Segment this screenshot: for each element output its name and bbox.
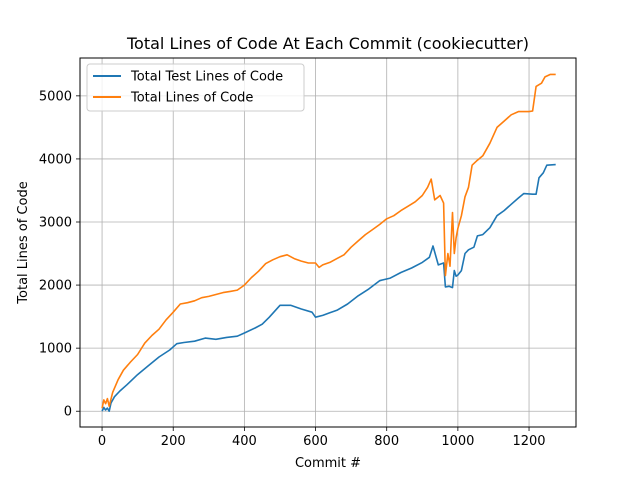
x-tick-label: 600 bbox=[303, 434, 328, 449]
y-tick-label: 3000 bbox=[39, 216, 72, 231]
x-tick-label: 0 bbox=[98, 434, 106, 449]
x-tick-label: 1000 bbox=[441, 434, 474, 449]
axis-ticks: 0 200 400 600 800 1000 1200 0 1000 2000 3000 4000 50… bbox=[39, 89, 546, 449]
x-tick-label: 1200 bbox=[512, 434, 545, 449]
x-tick-label: 400 bbox=[232, 434, 257, 449]
legend-label-test-lines: Total Test Lines of Code bbox=[130, 70, 283, 85]
legend-box bbox=[86, 63, 305, 112]
series-line-total-lines bbox=[101, 73, 556, 409]
y-tick-label: 0 bbox=[64, 405, 72, 420]
y-tick-label: 1000 bbox=[39, 342, 72, 357]
y-tick-label: 5000 bbox=[39, 89, 72, 104]
y-tick-label: 2000 bbox=[39, 279, 72, 294]
legend-label-total-lines: Total Lines of Code bbox=[130, 91, 253, 106]
y-axis-label: Total Lines of Code bbox=[16, 181, 31, 304]
series-line-test-lines bbox=[101, 163, 556, 412]
x-tick-label: 800 bbox=[374, 434, 399, 449]
y-tick-label: 4000 bbox=[39, 152, 72, 167]
chart-title: Total Lines of Code At Each Commit (cook… bbox=[126, 34, 529, 53]
series-lines bbox=[101, 73, 556, 412]
legend: Total Test Lines of Code Total Lines of … bbox=[86, 63, 305, 112]
x-axis-label: Commit # bbox=[295, 456, 361, 471]
x-tick-label: 200 bbox=[161, 434, 186, 449]
plot-frame bbox=[79, 57, 577, 428]
